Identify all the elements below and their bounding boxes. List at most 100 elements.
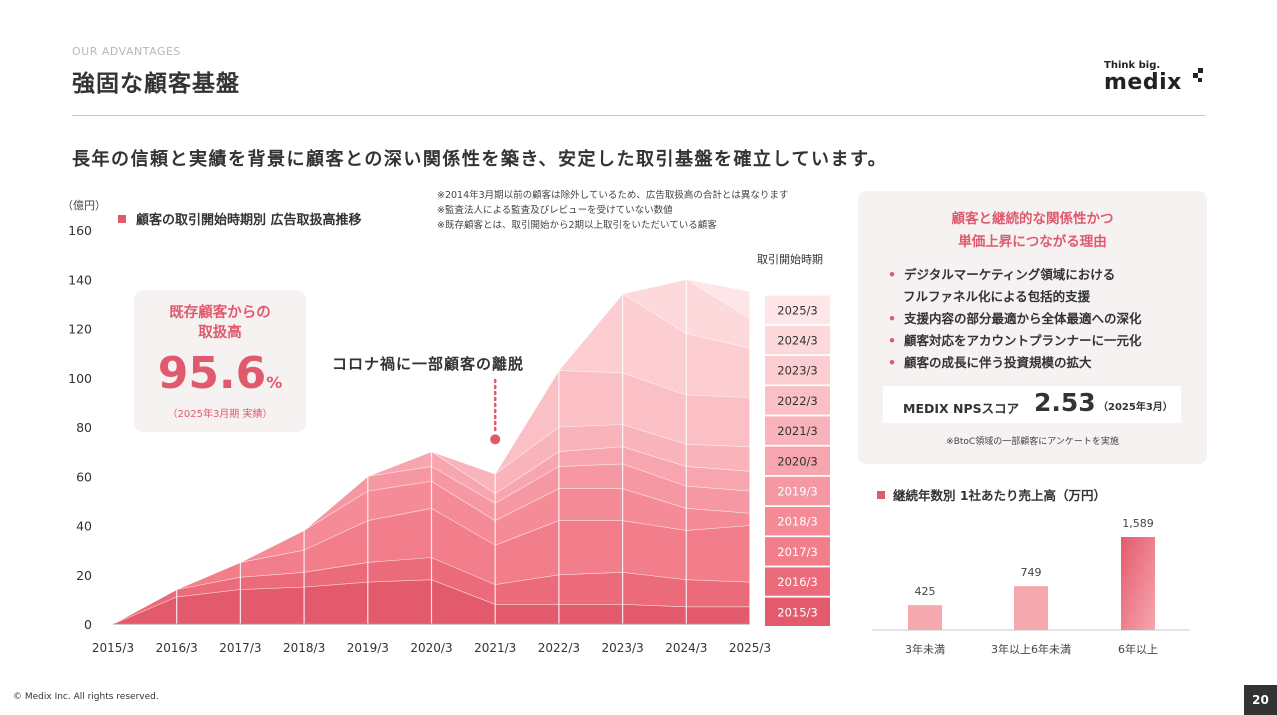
- logo-tagline: Think big.: [1104, 60, 1161, 71]
- legend-title: 取引開始時期: [757, 253, 823, 266]
- nps-value: 2.53: [1034, 388, 1096, 417]
- legend-box-2019-3: [765, 476, 830, 506]
- bar: [1121, 537, 1155, 630]
- y-tick-label: 40: [76, 519, 92, 534]
- corona-annotation: コロナ禍に一部顧客の離脱: [332, 355, 525, 373]
- x-tick-label: 2023/3: [601, 641, 643, 655]
- page-title: 強固な顧客基盤: [72, 71, 240, 97]
- legend-label: 2019/3: [777, 485, 817, 499]
- chart-note: ※監査法人による監査及びレビューを受けていない数値: [437, 205, 673, 216]
- panel-title: 顧客と継続的な関係性かつ 単価上昇につながる理由: [858, 208, 1207, 254]
- x-tick-label: 2015/3: [92, 641, 134, 655]
- reasons-list: • デジタルマーケティング領域における フルファネル化による包括的支援 • 支援内容の…: [888, 264, 1142, 374]
- legend-box-2018-3: [765, 507, 830, 536]
- y-tick-label: 60: [76, 469, 92, 484]
- page-number: 20: [1244, 685, 1277, 715]
- nps-label: MEDIX NPSスコア: [903, 401, 1020, 416]
- x-tick-label: 2016/3: [156, 641, 198, 655]
- annotation-marker: [490, 434, 501, 445]
- title-marker-icon: [877, 491, 885, 499]
- stat-unit: %: [266, 373, 283, 392]
- bar: [908, 605, 942, 630]
- existing-customer-stat: 既存顧客からの 取扱高 95.6% （2025年3月期 実績）: [134, 290, 306, 432]
- legend-label: 2020/3: [777, 454, 817, 468]
- y-tick-label: 20: [76, 568, 92, 583]
- legend-box-2023-3: [765, 356, 830, 385]
- area-chart-title-text: 顧客の取引開始時期別 広告取扱高推移: [136, 213, 362, 228]
- legend-label: 2021/3: [777, 424, 817, 438]
- y-tick-label: 80: [76, 420, 92, 435]
- legend-box-2021-3: [765, 416, 830, 445]
- bullet-icon: •: [888, 311, 896, 326]
- chart-note: ※2014年3月期以前の顧客は除外しているため、広告取扱高の合計とは異なります: [437, 190, 789, 201]
- bar-value-label: 1,589: [1122, 517, 1154, 530]
- reason-item: • デジタルマーケティング領域における フルファネル化による包括的支援: [888, 267, 1116, 304]
- legend-label: 2015/3: [777, 605, 817, 619]
- bar-value-label: 425: [915, 585, 936, 598]
- panel-title-line2: 単価上昇につながる理由: [958, 234, 1107, 250]
- reason-item: • 顧客対応をアカウントプランナーに一元化: [888, 333, 1142, 348]
- bullet-icon: •: [888, 355, 896, 370]
- stat-label-line2: 取扱高: [198, 325, 242, 341]
- x-tick-label: 2018/3: [283, 641, 325, 655]
- y-tick-label: 0: [84, 617, 92, 632]
- legend-box-2022-3: [765, 386, 830, 415]
- legend-label: 2017/3: [777, 545, 817, 559]
- y-tick-label: 160: [68, 223, 92, 238]
- x-tick-label: 2017/3: [219, 641, 261, 655]
- x-tick-label: 2024/3: [665, 641, 707, 655]
- bar-value-label: 749: [1021, 566, 1042, 579]
- section-eyebrow: OUR ADVANTAGES: [72, 45, 181, 58]
- area-chart-title: 顧客の取引開始時期別 広告取扱高推移: [118, 209, 362, 228]
- reasons-panel: 顧客と継続的な関係性かつ 単価上昇につながる理由 • デジタルマーケティング領域に…: [858, 191, 1207, 464]
- stat-period: （2025年3月期 実績）: [167, 409, 273, 420]
- legend-box-2017-3: [765, 537, 830, 566]
- logo-pixel-icon: [1193, 68, 1203, 82]
- logo-wordmark: medix: [1104, 70, 1182, 95]
- reason-item: • 支援内容の部分最適から全体最適への深化: [888, 311, 1142, 326]
- y-tick-label: 120: [68, 322, 92, 337]
- legend-label: 2023/3: [777, 364, 817, 378]
- nps-score-box: MEDIX NPSスコア 2.53 （2025年3月）: [883, 386, 1181, 423]
- chart-note: ※既存顧客とは、取引開始から2期以上取引をいただいている顧客: [437, 220, 717, 231]
- legend-label: 2025/3: [777, 303, 817, 317]
- legend-box-2016-3: [765, 567, 830, 596]
- legend-box-2024-3: [765, 325, 830, 355]
- stat-value: 95.6%: [134, 348, 306, 399]
- bar-chart: 425 3年未満 749 3年以上6年未満 1,589 6年以上: [872, 517, 1190, 656]
- x-tick-label: 2019/3: [347, 641, 389, 655]
- nps-date: （2025年3月）: [1098, 402, 1173, 413]
- x-tick-label: 2021/3: [474, 641, 516, 655]
- stat-label-line1: 既存顧客からの: [169, 305, 271, 321]
- legend-label: 2022/3: [777, 394, 817, 408]
- x-tick-label: 2025/3: [729, 641, 771, 655]
- bar-chart-title-text: 継続年数別 1社あたり売上高（万円）: [893, 488, 1107, 503]
- legend-label: 2016/3: [777, 575, 817, 589]
- y-tick-label: 140: [68, 272, 92, 287]
- bullet-icon: •: [888, 267, 896, 282]
- reason-item: • 顧客の成長に伴う投資規模の拡大: [888, 355, 1092, 370]
- legend-box-2020-3: [765, 446, 830, 475]
- legend-label: 2024/3: [777, 334, 817, 348]
- nps-note: ※BtoC領域の一部顧客にアンケートを実施: [946, 437, 1119, 447]
- stat-label: 既存顧客からの 取扱高: [134, 303, 306, 343]
- x-tick-label: 2020/3: [410, 641, 452, 655]
- legend-box-2015-3: [765, 597, 830, 626]
- title-marker-icon: [118, 215, 126, 223]
- panel-title-line1: 顧客と継続的な関係性かつ: [951, 211, 1114, 227]
- headline: 長年の信頼と実績を背景に顧客との深い関係性を築き、安定した取引基盤を確立していま…: [72, 149, 888, 170]
- bar-category-label: 6年以上: [1118, 642, 1158, 656]
- stat-number: 95.6: [157, 348, 267, 399]
- bar-category-label: 3年未満: [905, 642, 945, 656]
- header-divider: [72, 115, 1206, 116]
- x-tick-label: 2022/3: [538, 641, 580, 655]
- bullet-icon: •: [888, 333, 896, 348]
- y-tick-label: 100: [68, 371, 92, 386]
- copyright: © Medix Inc. All rights reserved.: [13, 692, 159, 702]
- bar-chart-title: 継続年数別 1社あたり売上高（万円）: [877, 485, 1106, 504]
- bar-category-label: 3年以上6年未満: [991, 642, 1071, 656]
- stacked-area-chart: 0 20 40 60 80 100 120 140 160 2015/3 2016/3 2017/3 2…: [68, 223, 830, 655]
- bar: [1014, 586, 1048, 630]
- y-axis-unit: （億円）: [62, 199, 106, 212]
- legend-label: 2018/3: [777, 515, 817, 529]
